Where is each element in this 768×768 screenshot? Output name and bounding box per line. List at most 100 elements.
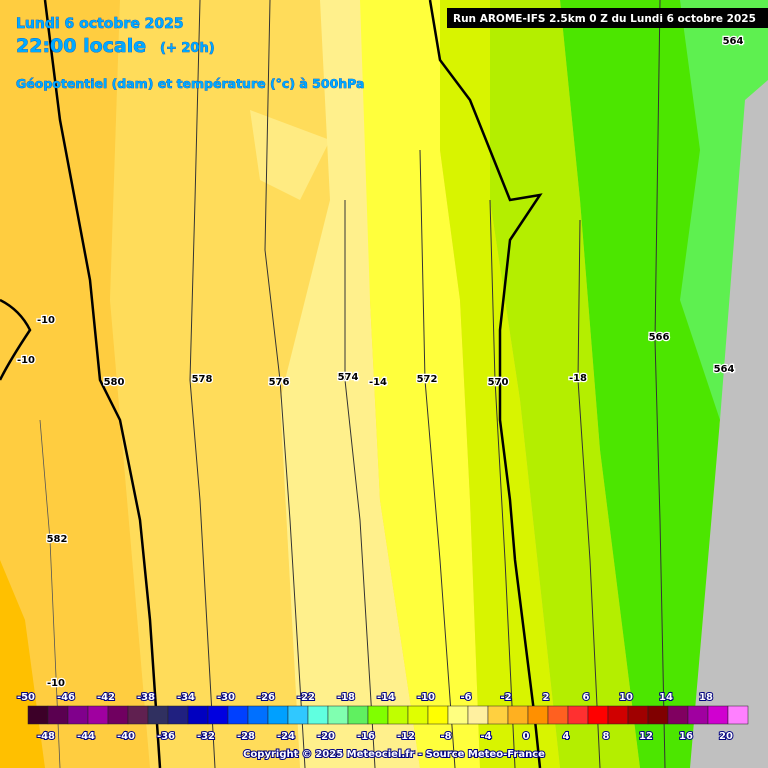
color-swatch [487,705,509,725]
color-swatch [107,705,129,725]
color-swatch [707,705,729,725]
color-swatch [407,705,429,725]
date: Lundi 6 octobre 2025 [16,16,184,32]
field-band [490,0,640,768]
scale-label: -28 [237,731,255,742]
out-of-domain [690,80,768,768]
contour-label: 570 [488,377,509,388]
contour [39,419,61,768]
color-swatch [187,705,209,725]
color-swatch [127,705,149,725]
color-swatch [147,705,169,725]
color-swatch [667,705,689,725]
scale-label: 6 [583,692,590,703]
scale-label: -48 [37,731,55,742]
contour-label: -10 [37,315,55,326]
contour-label: 578 [192,374,213,385]
coast [0,298,32,381]
color-swatch [447,705,469,725]
scale-label: -24 [277,731,295,742]
color-swatch [27,705,49,725]
scale-label: -20 [317,731,335,742]
scale-label: -18 [337,692,355,703]
scale-label: 2 [543,692,550,703]
color-swatch [467,705,489,725]
contour [189,0,216,768]
color-swatch [287,705,309,725]
scale-label: -4 [480,731,491,742]
scale-label: -14 [377,692,395,703]
scale-label: -32 [197,731,215,742]
color-swatch [267,705,289,725]
scale-label: -30 [217,692,235,703]
color-swatch [307,705,329,725]
map-lines [0,0,666,768]
scale-label: -36 [157,731,175,742]
color-swatch [727,705,749,725]
lead-time: (+ 20h) [160,41,215,56]
contour-label: -18 [569,373,587,384]
contour-label: 582 [47,534,68,545]
contour-label: 564 [714,364,735,375]
scale-label: -26 [257,692,275,703]
scale-label: 18 [699,692,713,703]
scale-label: -12 [397,731,415,742]
color-swatch [647,705,669,725]
color-swatch [527,705,549,725]
color-swatch [387,705,409,725]
border [428,0,543,768]
contour [577,219,601,768]
color-swatch [687,705,709,725]
field-band [360,0,480,768]
copyright: Copyright © 2025 Meteociel.fr - Source M… [243,749,545,760]
scale-label: -8 [440,731,451,742]
field-band [280,0,420,768]
contour [654,0,666,768]
color-swatch [247,705,269,725]
color-swatch [547,705,569,725]
scale-label: 16 [679,731,693,742]
color-swatch [587,705,609,725]
scale-label: 20 [719,731,733,742]
scale-label: 8 [603,731,610,742]
color-scale: -50 -46 -42 -38 -34 -30 -26 -22 -18 -14 -10 -6 -2 2 6 1… [16,691,749,743]
scale-label: -34 [177,692,195,703]
scale-label: -50 [17,692,35,703]
contour [344,200,376,768]
color-swatch [167,705,189,725]
field-band [0,0,150,768]
scale-label: -10 [417,692,435,703]
scale-label: -42 [97,692,115,703]
contour-label: -10 [47,678,65,689]
color-swatch [367,705,389,725]
color-swatch [227,705,249,725]
scale-label: 12 [639,731,653,742]
contour [489,199,516,768]
color-swatch [627,705,649,725]
contour-label: 574 [338,372,359,383]
contour-label: 566 [649,332,670,343]
color-swatch [427,705,449,725]
scale-label: 0 [523,731,530,742]
scale-label: -22 [297,692,315,703]
color-swatch [207,705,229,725]
color-swatch [567,705,589,725]
color-swatch [507,705,529,725]
contour-label: 580 [104,377,125,388]
run-info: Run AROME-IFS 2.5km 0 Z du Lundi 6 octob… [453,13,756,25]
contour-label: -10 [17,355,35,366]
scale-label: -16 [357,731,375,742]
scale-label: -6 [460,692,471,703]
contour [419,149,456,768]
scale-label: 4 [563,731,570,742]
color-swatch [347,705,369,725]
scale-label: -2 [500,692,511,703]
field-band [250,110,330,200]
field-title: Géopotentiel (dam) et température (°c) à… [16,76,364,91]
color-swatch [67,705,89,725]
contour [264,0,306,768]
color-swatch [47,705,69,725]
contour-label: 576 [269,377,290,388]
run-box [447,8,768,28]
contour-labels: 564 -10 -10 580 578 576 574 -14 572 570 -18 566 564 5… [16,35,745,691]
